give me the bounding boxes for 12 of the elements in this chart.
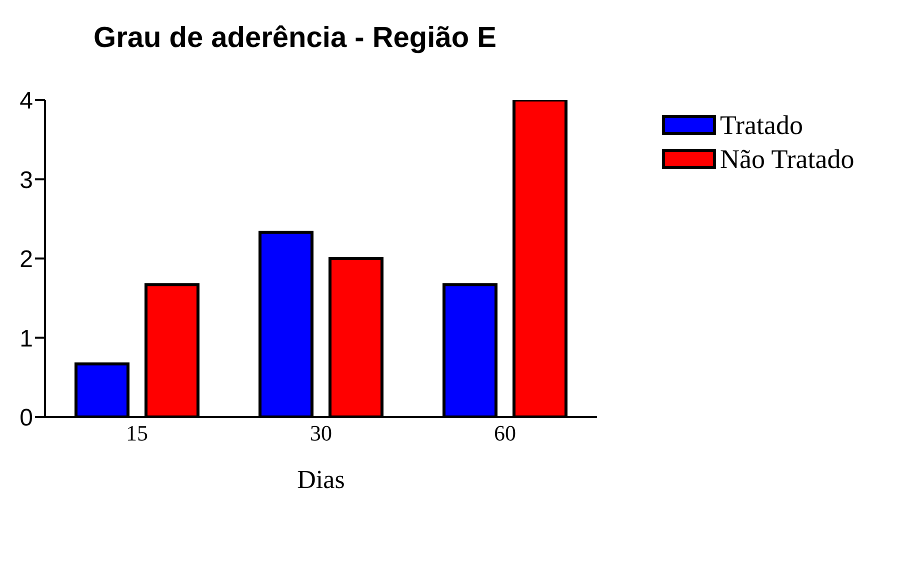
legend-label: Não Tratado <box>720 144 854 174</box>
legend-label: Tratado <box>720 110 804 140</box>
y-tick-label: 0 <box>20 404 33 432</box>
x-tick-label: 60 <box>494 420 516 446</box>
x-axis-title: Dias <box>297 465 345 494</box>
x-tick-label: 30 <box>310 420 332 446</box>
y-tick-label: 2 <box>20 246 33 274</box>
chart-title: Grau de aderência - Região E <box>92 22 498 55</box>
y-tick-label: 1 <box>20 325 33 352</box>
x-tick-label: 15 <box>126 420 148 446</box>
y-tick-label: 4 <box>20 88 33 115</box>
y-tick-label: 3 <box>20 166 33 194</box>
